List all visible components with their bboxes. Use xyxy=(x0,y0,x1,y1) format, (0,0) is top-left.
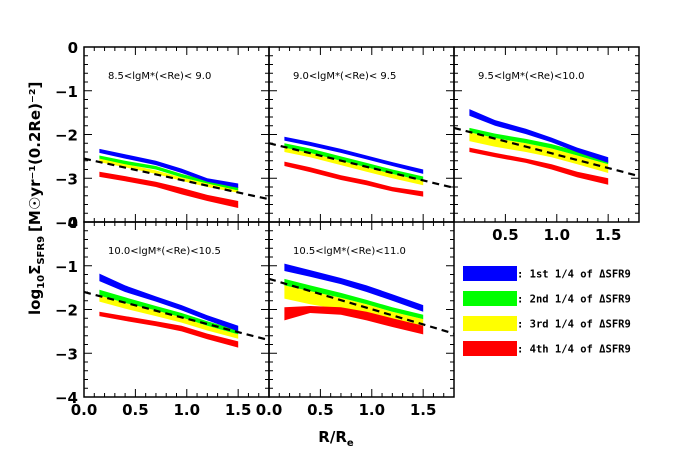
band-1 xyxy=(99,148,239,188)
band-4 xyxy=(469,147,609,185)
fit-line xyxy=(269,277,454,335)
band-4 xyxy=(99,171,239,208)
legend-swatch xyxy=(463,291,517,306)
panel-title: 8.5<lgM*(<Re)< 9.0 xyxy=(108,71,211,82)
panel-title: 10.0<lgM*(<Re)<10.5 xyxy=(108,246,221,257)
ticks xyxy=(83,221,270,398)
panel-4 xyxy=(84,273,269,348)
legend-swatch xyxy=(463,266,517,281)
y-tick-label: −3 xyxy=(55,170,78,188)
legend-label: : 1st 1/4 of ΔSFR9 xyxy=(517,269,631,281)
x-tick-label: 1.5 xyxy=(225,401,252,419)
y-tick-label: −4 xyxy=(55,389,78,407)
y-tick-label: −1 xyxy=(55,258,78,276)
y-tick-label: −2 xyxy=(55,127,78,145)
band-3 xyxy=(99,295,239,339)
band-3 xyxy=(284,285,424,326)
band-1 xyxy=(99,273,239,332)
x-tick-label: 0.0 xyxy=(71,401,98,419)
legend-label: : 4th 1/4 of ΔSFR9 xyxy=(517,344,631,356)
fit-line xyxy=(269,142,454,189)
y-tick-label: 0 xyxy=(68,39,78,57)
band-2 xyxy=(284,278,424,320)
y-axis-label: log10ΣSFR9[M☉yr⁻¹(0.2Re)⁻²] xyxy=(26,82,47,315)
band-4 xyxy=(284,306,424,335)
panel-1 xyxy=(84,148,269,208)
legend-label: : 2nd 1/4 of ΔSFR9 xyxy=(517,294,631,306)
x-tick-label: 1.5 xyxy=(595,226,622,244)
band-2 xyxy=(99,155,239,191)
band-3 xyxy=(284,147,424,186)
x-tick-label: 1.5 xyxy=(410,401,437,419)
legend-swatch xyxy=(463,341,517,356)
x-tick-label: 1.0 xyxy=(543,226,570,244)
band-4 xyxy=(284,161,424,197)
panel-3 xyxy=(454,109,639,185)
fit-line xyxy=(454,126,639,178)
band-1 xyxy=(284,263,424,312)
legend: : 1st 1/4 of ΔSFR9 : 2nd 1/4 of ΔSFR9 : 3r… xyxy=(463,266,631,356)
band-4 xyxy=(99,311,239,348)
x-tick-label: 1.0 xyxy=(173,401,200,419)
y-tick-label: −4 xyxy=(55,214,78,232)
x-tick-label: 0.0 xyxy=(256,401,283,419)
panel-title: 10.5<lgM*(<Re)<11.0 xyxy=(293,246,406,257)
y-tick-label: −2 xyxy=(55,302,78,320)
legend-swatch xyxy=(463,316,517,331)
x-tick-label: 0.5 xyxy=(307,401,334,419)
x-tick-label: 0.5 xyxy=(122,401,149,419)
panel-title: 9.0<lgM*(<Re)< 9.5 xyxy=(293,71,396,82)
y-tick-label: 0 xyxy=(68,214,78,232)
band-1 xyxy=(284,136,424,174)
y-tick-label: −3 xyxy=(55,345,78,363)
fit-line xyxy=(84,157,269,201)
x-tick-label: 0.5 xyxy=(492,226,519,244)
band-2 xyxy=(469,127,609,165)
panel-title: 9.5<lgM*(<Re)<10.0 xyxy=(478,71,585,82)
panel-2 xyxy=(269,136,454,197)
band-1 xyxy=(469,109,609,163)
fit-line xyxy=(84,290,269,342)
x-axis-label: R/Re xyxy=(318,428,354,449)
panel-5 xyxy=(269,263,454,335)
band-3 xyxy=(469,132,609,173)
x-tick-label: 1.0 xyxy=(358,401,385,419)
ticks xyxy=(268,221,455,398)
y-tick-label: −1 xyxy=(55,83,78,101)
legend-label: : 3rd 1/4 of ΔSFR9 xyxy=(517,319,631,331)
ticks xyxy=(453,46,640,223)
